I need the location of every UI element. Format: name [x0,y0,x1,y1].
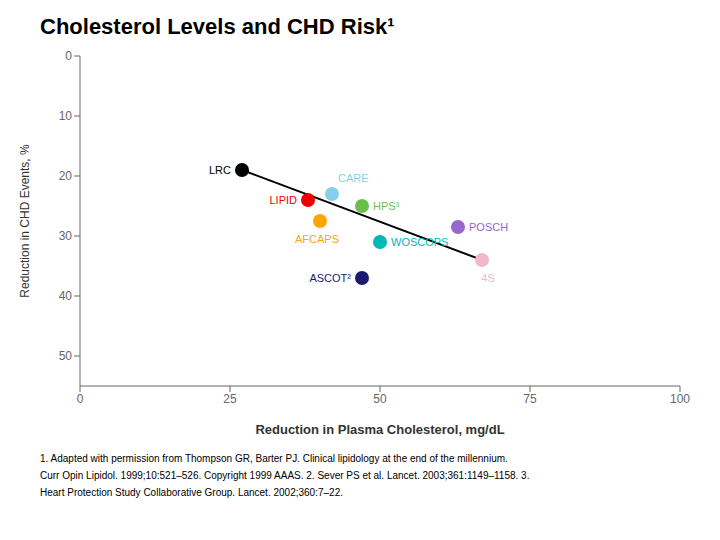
svg-text:ASCOT²: ASCOT² [309,272,351,284]
svg-text:4S: 4S [481,272,494,284]
svg-text:25: 25 [223,392,237,406]
svg-text:75: 75 [523,392,537,406]
svg-text:30: 30 [59,229,73,243]
html-text:1. Adapted with permission fro: 1. Adapted with permission from Thompson… [40,453,508,464]
svg-text:40: 40 [59,289,73,303]
html-text:Curr Opin Lipidol. 1999;10:521: Curr Opin Lipidol. 1999;10:521–526. Copy… [40,470,530,481]
svg-text:POSCH: POSCH [469,221,508,233]
html-text:Heart Protection Study Collabo: Heart Protection Study Collaborative Gro… [40,487,343,498]
svg-text:Reduction in CHD Events, %: Reduction in CHD Events, % [18,144,32,298]
svg-text:CARE: CARE [338,172,369,184]
html-text:Cholesterol Levels and CHD Ris: Cholesterol Levels and CHD Risk¹ [40,14,395,39]
svg-text:Reduction in Plasma Cholestero: Reduction in Plasma Cholesterol, mg/dL [255,422,504,437]
svg-text:HPS³: HPS³ [373,200,400,212]
svg-text:LIPID: LIPID [269,194,297,206]
svg-text:AFCAPS: AFCAPS [295,233,339,245]
svg-text:0: 0 [65,49,72,63]
svg-text:0: 0 [77,392,84,406]
svg-text:100: 100 [670,392,690,406]
svg-text:50: 50 [373,392,387,406]
svg-text:50: 50 [59,349,73,363]
svg-text:WOSCOPS: WOSCOPS [391,236,448,248]
svg-text:LRC: LRC [209,164,231,176]
svg-text:20: 20 [59,169,73,183]
svg-text:10: 10 [59,109,73,123]
